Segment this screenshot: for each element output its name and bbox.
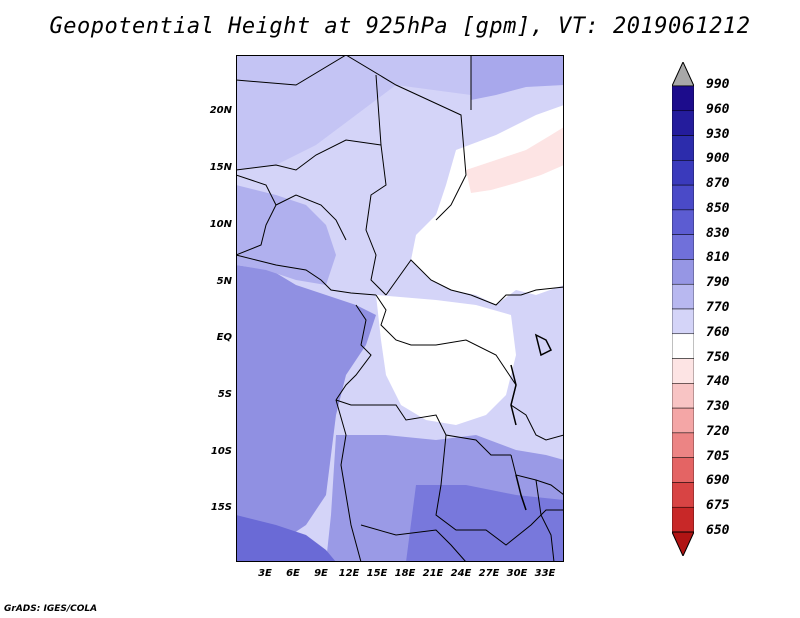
lat-label-10n: 10N bbox=[209, 219, 232, 230]
lat-label-5n: 5N bbox=[216, 276, 232, 287]
colorbar-cell bbox=[672, 333, 694, 359]
northeast-dark-patch bbox=[471, 55, 564, 100]
colorbar-label: 830 bbox=[706, 225, 730, 241]
colorbar-label: 960 bbox=[706, 101, 730, 117]
colorbar-label: 650 bbox=[706, 523, 730, 538]
colorbar-cell bbox=[672, 358, 694, 384]
colorbar-cell bbox=[672, 407, 694, 434]
colorbar-label: 900 bbox=[706, 151, 730, 167]
colorbar-label: 730 bbox=[706, 399, 730, 415]
colorbar-label: 990 bbox=[706, 77, 730, 92]
colorbar-cell bbox=[672, 383, 694, 409]
colorbar-cell bbox=[672, 482, 694, 508]
lakes bbox=[510, 333, 553, 511]
lat-label-20n: 20N bbox=[209, 105, 232, 116]
lat-label-10s: 10S bbox=[210, 446, 232, 457]
colorbar-cell bbox=[672, 209, 694, 235]
lat-label-eq: EQ bbox=[216, 332, 232, 343]
colorbar-cell bbox=[672, 432, 694, 458]
footer-credit: GrADS: IGES/COLA bbox=[4, 604, 98, 614]
lat-label-15n: 15N bbox=[209, 162, 232, 173]
lon-label-3e: 3E bbox=[258, 568, 272, 579]
lon-label-30e: 30E bbox=[506, 568, 528, 579]
lon-label-12e: 12E bbox=[338, 568, 360, 579]
colorbar-label: 720 bbox=[706, 423, 730, 439]
colorbar-label: 760 bbox=[706, 324, 730, 340]
colorbar-cell bbox=[672, 135, 694, 161]
colorbar-cell bbox=[672, 110, 694, 136]
lon-label-21e: 21E bbox=[422, 568, 444, 579]
colorbar-label: 750 bbox=[706, 349, 730, 365]
pink-region bbox=[466, 127, 564, 193]
lon-label-9e: 9E bbox=[314, 568, 328, 579]
colorbar-cell bbox=[672, 457, 694, 483]
colorbar bbox=[672, 62, 694, 556]
colorbar-label: 770 bbox=[706, 300, 730, 315]
lon-label-6e: 6E bbox=[286, 568, 300, 579]
colorbar-top-triangle bbox=[672, 62, 694, 87]
lon-label-15e: 15E bbox=[366, 568, 388, 579]
colorbar-cell bbox=[672, 85, 694, 112]
map-canvas bbox=[236, 55, 564, 562]
colorbar-label: 850 bbox=[706, 200, 730, 216]
southwest-dark-region bbox=[236, 515, 336, 562]
borders bbox=[236, 55, 564, 562]
colorbar-cell bbox=[672, 160, 694, 186]
lat-label-15s: 15S bbox=[210, 502, 232, 513]
colorbar-label: 810 bbox=[706, 250, 730, 266]
colorbar-cell bbox=[672, 234, 694, 260]
colorbar-cell bbox=[672, 283, 694, 310]
colorbar-cell bbox=[672, 506, 694, 533]
colorbar-label: 690 bbox=[706, 473, 730, 489]
colorbar-label: 790 bbox=[706, 275, 730, 291]
lat-label-5s: 5S bbox=[217, 389, 232, 400]
colorbar-cell bbox=[672, 259, 694, 285]
colorbar-label: 870 bbox=[706, 176, 730, 192]
colorbar-label: 675 bbox=[706, 498, 730, 514]
map-title: Geopotential Height at 925hPa [gpm], VT:… bbox=[49, 14, 751, 39]
colorbar-label: 705 bbox=[706, 448, 730, 464]
lon-label-27e: 27E bbox=[478, 568, 500, 579]
colorbar-cell bbox=[672, 184, 694, 211]
colorbar-bottom-triangle bbox=[672, 531, 694, 556]
colorbar-cells bbox=[672, 85, 694, 533]
north-band bbox=[236, 55, 471, 170]
lon-label-24e: 24E bbox=[450, 568, 472, 579]
west-coast-region bbox=[236, 265, 376, 555]
lon-label-18e: 18E bbox=[394, 568, 416, 579]
west-africa-region bbox=[236, 185, 336, 285]
congo-basin-white bbox=[376, 295, 516, 425]
colorbar-cell bbox=[672, 308, 694, 335]
map-frame bbox=[236, 55, 564, 562]
colorbar-label: 930 bbox=[706, 126, 730, 142]
map-panel bbox=[236, 55, 564, 562]
lon-label-33e: 33E bbox=[534, 568, 556, 579]
colorbar-label: 740 bbox=[706, 374, 730, 390]
